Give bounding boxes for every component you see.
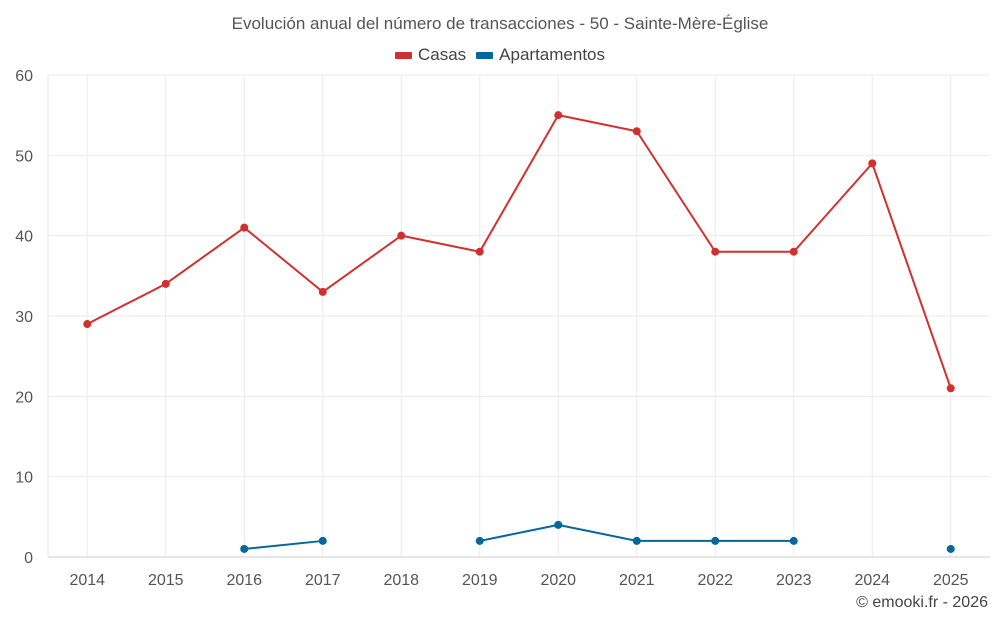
data-point-casas bbox=[789, 247, 798, 256]
y-tick-label: 0 bbox=[24, 550, 33, 567]
data-point-casas bbox=[475, 247, 484, 256]
data-point-apartamentos bbox=[946, 544, 955, 553]
data-point-apartamentos bbox=[711, 536, 720, 545]
x-tick-label: 2020 bbox=[540, 572, 576, 589]
series-line-casas bbox=[86, 114, 952, 389]
legend: Casas Apartamentos bbox=[0, 45, 1000, 65]
data-point-casas bbox=[397, 231, 406, 240]
data-point-casas bbox=[161, 279, 170, 288]
copyright-text: © emooki.fr - 2026 bbox=[856, 594, 988, 611]
data-point-casas bbox=[868, 159, 877, 168]
data-point-casas bbox=[632, 127, 641, 136]
x-tick-label: 2019 bbox=[462, 572, 498, 589]
data-point-apartamentos bbox=[554, 520, 563, 529]
data-point-casas bbox=[711, 247, 720, 256]
y-tick-label: 40 bbox=[15, 229, 33, 246]
chart-title: Evolución anual del número de transaccio… bbox=[231, 14, 769, 33]
series-line-apartamentos bbox=[244, 539, 323, 550]
data-point-casas bbox=[240, 223, 249, 232]
y-tick-label: 20 bbox=[15, 389, 33, 406]
y-tick-label: 30 bbox=[15, 309, 33, 326]
y-tick-label: 60 bbox=[15, 68, 33, 85]
y-tick-label: 50 bbox=[15, 148, 33, 165]
x-tick-label: 2022 bbox=[697, 572, 733, 589]
legend-swatch-apartamentos bbox=[476, 51, 494, 59]
legend-label-casas: Casas bbox=[417, 45, 467, 64]
x-tick-label: 2024 bbox=[854, 572, 890, 589]
x-tick-label: 2025 bbox=[933, 572, 969, 589]
x-tick-label: 2016 bbox=[226, 572, 262, 589]
x-tick-label: 2018 bbox=[383, 572, 419, 589]
x-tick-label: 2021 bbox=[619, 572, 655, 589]
data-point-apartamentos bbox=[475, 536, 484, 545]
legend-label-apartamentos: Apartamentos bbox=[499, 45, 606, 64]
data-point-apartamentos bbox=[318, 536, 327, 545]
y-tick-label: 10 bbox=[15, 470, 33, 487]
x-tick-label: 2017 bbox=[305, 572, 341, 589]
x-tick-label: 2023 bbox=[776, 572, 812, 589]
legend-item-casas[interactable]: Casas bbox=[394, 45, 467, 65]
data-point-casas bbox=[554, 111, 563, 120]
legend-item-apartamentos[interactable]: Apartamentos bbox=[476, 45, 605, 65]
data-point-casas bbox=[318, 287, 327, 296]
x-tick-label: 2014 bbox=[69, 572, 105, 589]
data-point-apartamentos bbox=[789, 536, 798, 545]
legend-swatch-casas bbox=[394, 51, 412, 59]
x-tick-label: 2015 bbox=[148, 572, 184, 589]
data-point-apartamentos bbox=[632, 536, 641, 545]
data-point-apartamentos bbox=[240, 544, 249, 553]
data-point-casas bbox=[83, 320, 92, 329]
data-point-casas bbox=[946, 384, 955, 393]
